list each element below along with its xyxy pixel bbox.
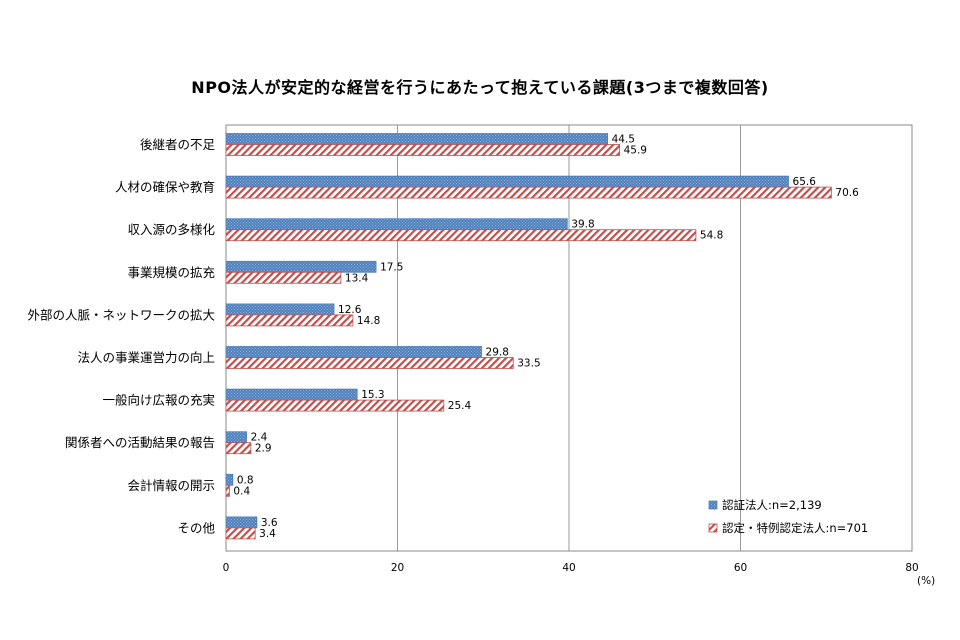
category-label: 人材の確保や教育 — [115, 180, 215, 195]
data-label: 25.4 — [448, 400, 472, 412]
x-tick-label: 80 — [905, 562, 918, 574]
data-label: 14.8 — [357, 315, 380, 327]
data-label: 13.4 — [345, 272, 369, 284]
x-tick-label: 40 — [562, 562, 575, 574]
bar-series-2 — [225, 484, 230, 497]
category-label: 外部の人脈・ネットワークの拡大 — [27, 307, 215, 322]
bar-series-2 — [225, 186, 832, 199]
x-unit-label: (%) — [917, 575, 935, 587]
legend-swatch-2 — [708, 523, 718, 533]
category-label: 収入源の多様化 — [127, 222, 215, 237]
category-label: 会計情報の開示 — [127, 478, 215, 493]
bar-series-1 — [225, 473, 234, 486]
data-label: 0.4 — [233, 485, 250, 497]
data-label: 29.8 — [486, 347, 509, 359]
bar-series-1 — [225, 133, 608, 145]
legend-swatch-1 — [708, 500, 718, 510]
legend-label-1: 認証法人:n=2,139 — [722, 498, 822, 512]
bar-series-1 — [225, 388, 358, 401]
legend-label-2: 認定・特例認定法人:n=701 — [722, 521, 868, 535]
bar-series-1 — [225, 303, 335, 316]
data-label: 2.4 — [251, 432, 268, 444]
data-label: 2.9 — [255, 443, 272, 455]
x-tick-label: 60 — [734, 562, 747, 574]
data-label: 45.9 — [624, 145, 647, 157]
data-label: 65.6 — [793, 176, 817, 188]
bar-series-2 — [225, 144, 620, 156]
category-label: その他 — [177, 520, 215, 535]
data-label: 39.8 — [571, 219, 594, 231]
data-label: 12.6 — [338, 304, 362, 316]
bar-series-2 — [225, 442, 252, 455]
data-label: 54.8 — [700, 230, 723, 242]
data-label: 3.6 — [261, 517, 278, 529]
data-label: 3.4 — [259, 528, 276, 540]
category-label: 一般向け広報の充実 — [102, 393, 215, 408]
bar-series-2 — [225, 271, 342, 284]
data-label: 44.5 — [612, 134, 635, 146]
data-label: 33.5 — [517, 358, 540, 370]
bar-series-1 — [225, 431, 247, 444]
bar-series-1 — [225, 175, 789, 188]
x-tick-label: 20 — [391, 562, 404, 574]
bar-series-2 — [225, 229, 697, 242]
category-label: 事業規模の拡充 — [127, 265, 215, 280]
bar-series-2 — [225, 527, 256, 540]
bar-series-2 — [225, 357, 514, 369]
bar-series-1 — [225, 260, 377, 273]
data-label: 15.3 — [361, 389, 384, 401]
category-label: 関係者への活動結果の報告 — [65, 435, 215, 450]
category-label: 後継者の不足 — [140, 137, 216, 152]
bar-series-2 — [225, 399, 445, 412]
data-label: 17.5 — [380, 261, 403, 273]
bar-series-2 — [225, 314, 354, 327]
data-label: 0.8 — [237, 474, 254, 486]
bar-series-1 — [225, 218, 568, 231]
x-tick-label: 0 — [223, 562, 230, 574]
chart-title: NPO法人が安定的な経営を行うにあたって抱えている課題(3つまで複数回答) — [191, 78, 769, 97]
category-label: 法人の事業運営力の向上 — [77, 350, 215, 365]
bar-series-1 — [225, 516, 258, 529]
bar-series-1 — [225, 346, 482, 358]
data-label: 70.6 — [835, 187, 859, 199]
